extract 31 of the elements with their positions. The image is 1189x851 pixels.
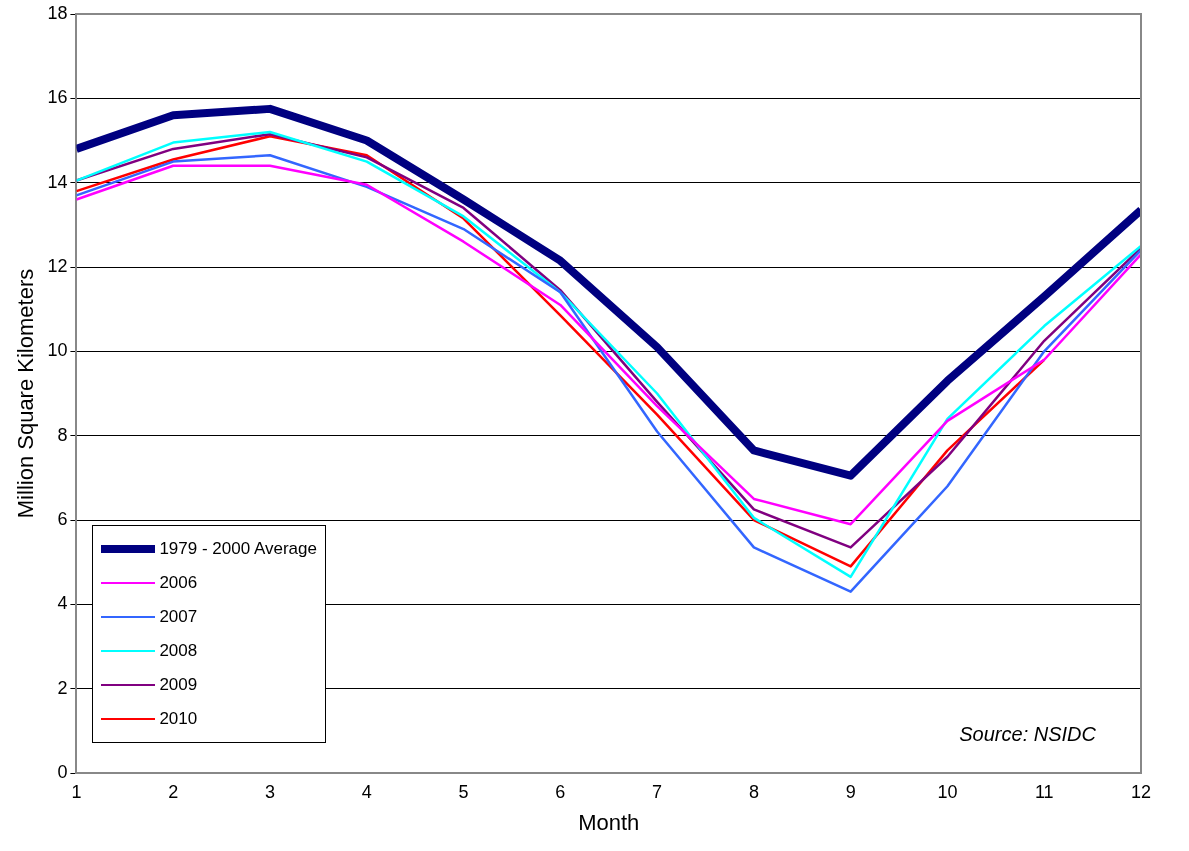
y-tick-label: 8: [57, 424, 68, 445]
x-tick-label: 4: [361, 781, 372, 802]
y-tick-label: 4: [57, 593, 68, 614]
y-tick-label: 10: [47, 340, 68, 361]
x-tick-label: 7: [652, 781, 663, 802]
legend-label: 2009: [159, 675, 198, 695]
y-tick-label: 0: [57, 761, 68, 782]
x-tick-label: 11: [1034, 781, 1054, 802]
x-tick-label: 9: [845, 781, 856, 802]
x-tick-label: 3: [264, 781, 275, 802]
y-tick-label: 2: [57, 677, 68, 698]
y-tick-label: 6: [57, 508, 68, 529]
x-tick-label: 8: [748, 781, 759, 802]
legend-label: 1979 - 2000 Average: [159, 539, 317, 559]
x-tick-label: 1: [71, 781, 82, 802]
x-tick-label: 5: [458, 781, 469, 802]
annotation: Source: NSIDC: [959, 723, 1096, 746]
legend-label: 2007: [159, 607, 198, 627]
x-tick-label: 10: [937, 781, 958, 802]
y-axis-title: Million Square Kilometers: [13, 268, 39, 519]
legend-label: 2008: [159, 641, 198, 661]
y-tick-label: 16: [47, 87, 68, 108]
x-tick-label: 12: [1130, 781, 1152, 802]
y-tick-label: 18: [47, 2, 68, 23]
x-tick-label: 2: [168, 781, 179, 802]
y-tick-label: 14: [47, 171, 68, 192]
x-tick-label: 6: [555, 781, 566, 802]
legend-label: 2010: [159, 709, 198, 729]
y-tick-label: 12: [47, 255, 68, 276]
x-axis-title: Month: [578, 809, 640, 835]
legend-label: 2006: [159, 573, 198, 593]
